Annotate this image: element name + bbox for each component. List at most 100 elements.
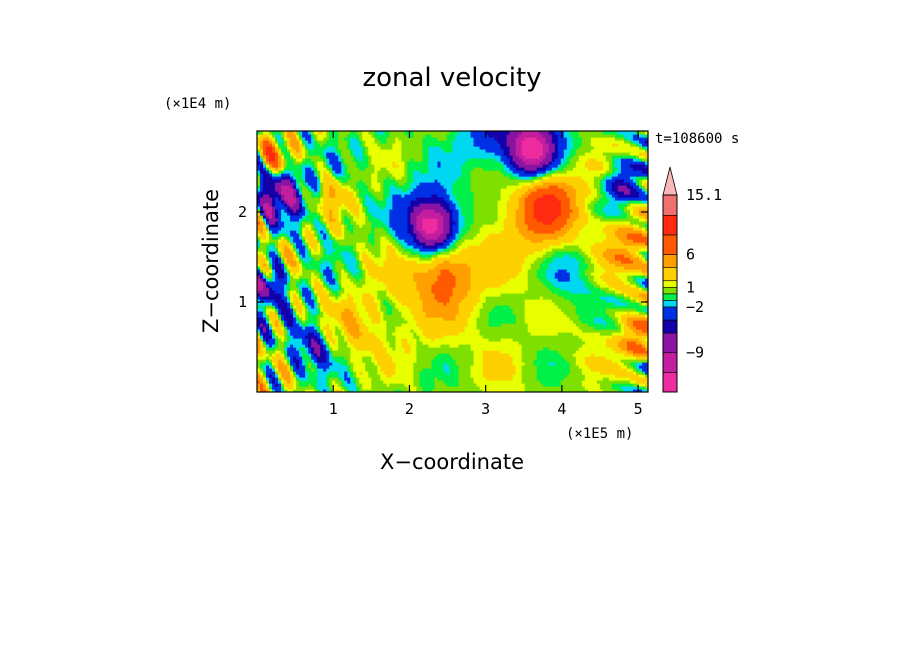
field-cell (602, 383, 607, 387)
field-cell (368, 320, 372, 324)
field-cell (407, 371, 411, 375)
field-cell (476, 359, 481, 363)
field-cell (632, 329, 637, 333)
field-cell (548, 344, 553, 348)
field-cell (347, 374, 351, 378)
field-cell (509, 371, 514, 375)
field-cell (263, 383, 267, 387)
field-cell (290, 299, 294, 303)
field-cell (641, 365, 646, 369)
field-cell (407, 353, 411, 357)
field-cell (362, 281, 366, 285)
field-cell (470, 329, 475, 333)
field-cell (287, 332, 291, 336)
field-cell (581, 350, 586, 354)
field-cell (581, 380, 586, 384)
field-cell (482, 386, 487, 390)
field-cell (512, 356, 517, 360)
field-cell (383, 389, 387, 392)
field-cell (497, 371, 502, 375)
field-cell (644, 335, 648, 339)
field-cell (572, 287, 577, 291)
field-cell (260, 275, 264, 279)
field-cell (494, 347, 499, 351)
field-cell (407, 356, 411, 360)
field-cell (527, 383, 532, 387)
field-cell (419, 374, 424, 378)
field-cell (275, 383, 279, 387)
field-cell (371, 284, 375, 288)
field-cell (335, 377, 339, 381)
field-cell (515, 338, 520, 342)
field-cell (428, 305, 433, 309)
field-cell (545, 374, 550, 378)
field-cell (365, 311, 369, 315)
field-cell (299, 290, 303, 294)
field-cell (530, 323, 535, 327)
field-cell (545, 359, 550, 363)
field-cell (581, 284, 586, 288)
field-cell (437, 332, 442, 336)
field-cell (299, 386, 303, 390)
field-cell (563, 353, 568, 357)
field-cell (602, 338, 607, 342)
field-cell (485, 356, 490, 360)
field-cell (374, 308, 378, 312)
field-cell (509, 311, 514, 315)
field-cell (635, 341, 640, 345)
field-cell (260, 356, 264, 360)
field-cell (278, 326, 282, 330)
field-cell (476, 368, 481, 372)
field-cell (599, 341, 604, 345)
field-cell (335, 278, 339, 282)
field-cell (536, 329, 541, 333)
field-cell (431, 278, 436, 282)
field-cell (281, 305, 285, 309)
field-cell (494, 338, 499, 342)
field-cell (350, 341, 354, 345)
field-cell (620, 353, 625, 357)
field-cell (416, 341, 421, 345)
field-cell (350, 380, 354, 384)
field-cell (623, 326, 628, 330)
field-cell (566, 344, 571, 348)
field-cell (440, 317, 445, 321)
field-cell (578, 308, 583, 312)
field-cell (365, 296, 369, 300)
field-cell (485, 293, 490, 297)
field-cell (452, 314, 457, 318)
field-cell (551, 359, 556, 363)
field-cell (596, 371, 601, 375)
field-cell (350, 377, 354, 381)
field-cell (620, 305, 625, 309)
field-cell (281, 311, 285, 315)
field-cell (458, 296, 463, 300)
field-cell (548, 323, 553, 327)
field-cell (557, 362, 562, 366)
field-cell (446, 338, 451, 342)
field-cell (602, 359, 607, 363)
field-cell (632, 311, 637, 315)
field-cell (566, 371, 571, 375)
field-cell (536, 332, 541, 336)
field-cell (566, 329, 571, 333)
field-cell (263, 338, 267, 342)
field-cell (611, 338, 616, 342)
field-cell (299, 365, 303, 369)
field-cell (554, 383, 559, 387)
field-cell (320, 350, 324, 354)
field-cell (461, 347, 466, 351)
field-cell (374, 320, 378, 324)
field-cell (473, 284, 478, 288)
field-cell (560, 377, 565, 381)
field-cell (623, 311, 628, 315)
field-cell (614, 296, 619, 300)
field-cell (260, 374, 264, 378)
field-cell (620, 338, 625, 342)
field-cell (269, 374, 273, 378)
field-cell (455, 302, 460, 306)
field-cell (299, 311, 303, 315)
field-cell (488, 347, 493, 351)
field-cell (644, 290, 648, 294)
field-cell (329, 296, 333, 300)
